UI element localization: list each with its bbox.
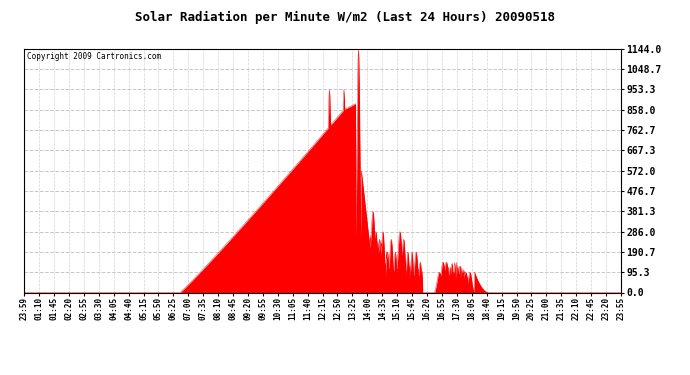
Text: Solar Radiation per Minute W/m2 (Last 24 Hours) 20090518: Solar Radiation per Minute W/m2 (Last 24… [135, 11, 555, 24]
Text: Copyright 2009 Cartronics.com: Copyright 2009 Cartronics.com [27, 53, 161, 62]
